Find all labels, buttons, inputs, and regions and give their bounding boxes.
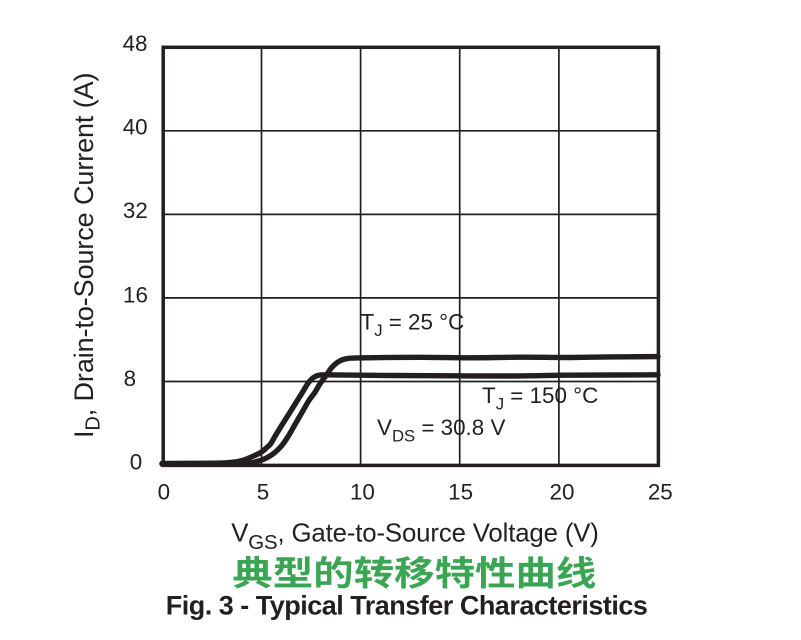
svg-text:32: 32: [123, 198, 148, 223]
svg-text:5: 5: [257, 480, 269, 505]
svg-text:0: 0: [158, 480, 170, 505]
svg-text:Fig. 3 - Typical Transfer Char: Fig. 3 - Typical Transfer Characteristic…: [166, 590, 648, 620]
svg-text:25: 25: [648, 480, 673, 505]
svg-text:ID, Drain-to-Source Current (A: ID, Drain-to-Source Current (A): [69, 73, 104, 438]
svg-text:48: 48: [123, 31, 148, 56]
svg-text:20: 20: [550, 480, 575, 505]
svg-text:40: 40: [123, 115, 148, 140]
svg-text:15: 15: [448, 480, 473, 505]
svg-text:10: 10: [350, 480, 375, 505]
svg-text:8: 8: [124, 366, 136, 391]
svg-text:0: 0: [130, 449, 142, 474]
svg-text:16: 16: [123, 282, 148, 307]
